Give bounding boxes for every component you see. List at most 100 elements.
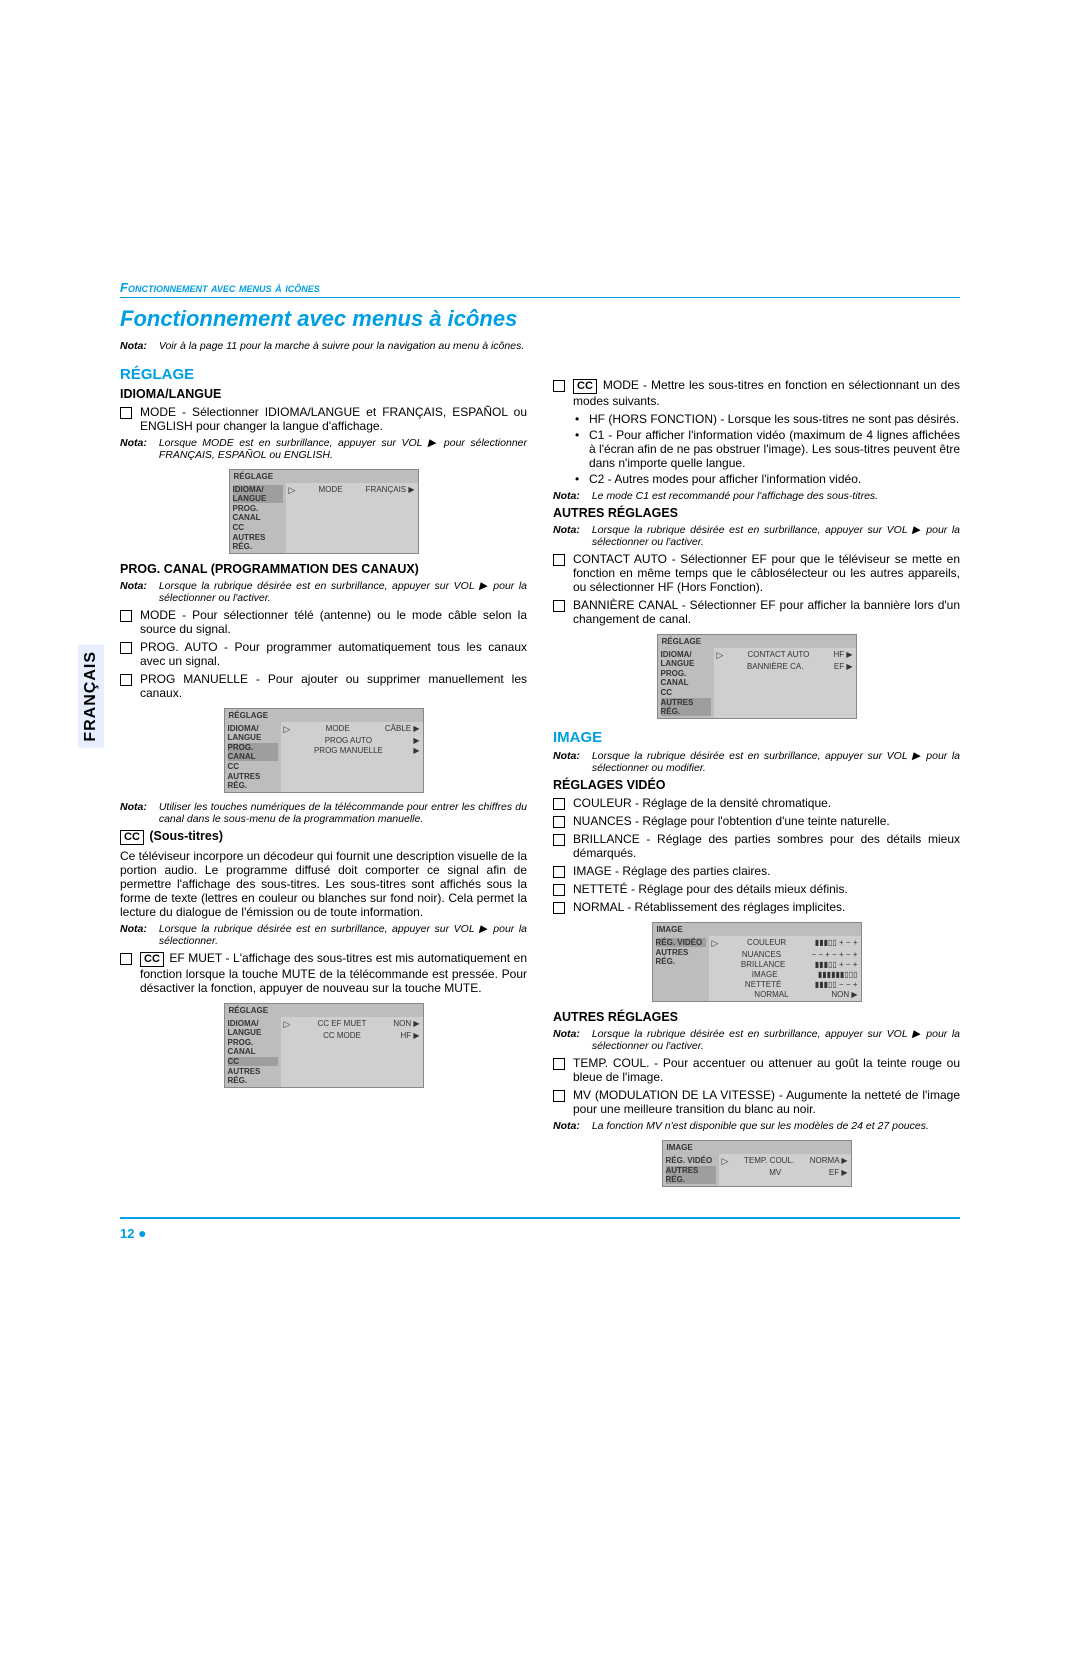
- osd-left-item: CC: [228, 1057, 278, 1066]
- osd-autres-reglages: RÉGLAGE IDIOMA/ LANGUE PROG. CANAL CC AU…: [657, 634, 857, 719]
- item-normal: NORMAL - Rétablissement des réglages imp…: [553, 900, 960, 914]
- osd-row-label: BRILLANCE: [741, 960, 785, 969]
- arrow-icon: ▷: [284, 724, 291, 735]
- item-text: NUANCES - Réglage pour l'obtention d'une…: [573, 814, 890, 828]
- osd-left-item: PROG. CANAL: [228, 1038, 278, 1056]
- osd-left-item: IDIOMA/ LANGUE: [228, 1019, 278, 1037]
- item-couleur: COULEUR - Réglage de la densité chromati…: [553, 796, 960, 810]
- osd-row-label: IMAGE: [752, 970, 778, 979]
- osd-row-label: NUANCES: [742, 950, 781, 959]
- subhead-reglages-video: RÉGLAGES VIDÉO: [553, 778, 960, 792]
- section-reglage: RÉGLAGE: [120, 366, 527, 383]
- checkbox-icon: [553, 554, 565, 566]
- osd-row-label: TEMP. COUL.: [744, 1156, 794, 1167]
- item-text: NETTETÉ - Réglage pour des détails mieux…: [573, 882, 848, 896]
- nota-text: Lorsque la rubrique désirée est en surbr…: [592, 524, 960, 548]
- checkbox-icon: [553, 1090, 565, 1102]
- cc-mode-bullets: • HF (HORS FONCTION) - Lorsque les sous-t…: [575, 412, 960, 486]
- nota-idioma: Nota: Lorsque MODE est en surbrillance, …: [120, 437, 527, 461]
- osd-left-item: IDIOMA/ LANGUE: [228, 724, 278, 742]
- item-contact-auto: CONTACT AUTO - Sélectionner EF pour que …: [553, 552, 960, 594]
- osd-left-item: AUTRES RÉG.: [228, 772, 278, 790]
- item-image: IMAGE - Réglage des parties claires.: [553, 864, 960, 878]
- osd-row-value: NON ▶: [831, 990, 857, 999]
- item-cc-ef-muet: CC EF MUET - L'affichage des sous-titres…: [120, 951, 527, 995]
- osd-row-label: CC MODE: [323, 1031, 361, 1040]
- cc-icon: CC: [140, 952, 164, 967]
- nota-prog: Nota: Lorsque la rubrique désirée est en…: [120, 580, 527, 604]
- nota-text: Voir à la page 11 pour la marche à suivr…: [159, 340, 960, 352]
- nota-text: Le mode C1 est recommandé pour l'afficha…: [592, 490, 960, 502]
- nota-text: Lorsque la rubrique désirée est en surbr…: [159, 923, 527, 947]
- osd-left-item: AUTRES RÉG.: [666, 1166, 716, 1184]
- osd-title: RÉGLAGE: [225, 1004, 423, 1017]
- nota-label: Nota:: [553, 1028, 580, 1052]
- osd-left-item: AUTRES RÉG.: [228, 1067, 278, 1085]
- bullet-text: HF (HORS FONCTION) - Lorsque les sous-ti…: [589, 412, 959, 426]
- osd-left-item: IDIOMA/ LANGUE: [661, 650, 711, 668]
- subhead-autres-1: AUTRES RÉGLAGES: [553, 506, 960, 520]
- osd-row-label: PROG MANUELLE: [314, 746, 383, 755]
- nota-label: Nota:: [120, 923, 147, 947]
- osd-left-item: CC: [661, 688, 711, 697]
- subhead-cc-text: (Sous-titres): [146, 829, 223, 843]
- bullet-icon: •: [575, 412, 581, 426]
- bullet-icon: ●: [138, 1225, 146, 1241]
- nota-label: Nota:: [553, 490, 580, 502]
- item-text: CC EF MUET - L'affichage des sous-titres…: [140, 951, 527, 995]
- nota-text: Lorsque la rubrique désirée est en surbr…: [592, 750, 960, 774]
- subhead-autres-2: AUTRES RÉGLAGES: [553, 1010, 960, 1024]
- nota-label: Nota:: [120, 340, 147, 352]
- nota-label: Nota:: [120, 801, 147, 825]
- cc-icon: CC: [573, 379, 597, 394]
- checkbox-icon: [553, 380, 565, 392]
- osd-row-value: NORMA ▶: [810, 1156, 848, 1167]
- osd-image-video: IMAGE RÉG. VIDÉO AUTRES RÉG. ▷COULEUR▮▮▮…: [652, 922, 862, 1002]
- osd-title: RÉGLAGE: [230, 470, 418, 483]
- osd-row-value: ▮▮▮▯▯ − − +: [815, 980, 858, 989]
- nota-label: Nota:: [553, 1120, 580, 1132]
- item-text: NORMAL - Rétablissement des réglages imp…: [573, 900, 845, 914]
- osd-left-item: CC: [233, 523, 283, 532]
- osd-left-item: PROG. CANAL: [661, 669, 711, 687]
- language-side-tab: FRANÇAIS: [78, 645, 104, 748]
- osd-prog-canal: RÉGLAGE IDIOMA/ LANGUE PROG. CANAL CC AU…: [224, 708, 424, 793]
- osd-row-value: ▶: [413, 746, 419, 755]
- item-text: PROG. AUTO - Pour programmer automatique…: [140, 640, 527, 668]
- osd-title: RÉGLAGE: [658, 635, 856, 648]
- osd-left-item: PROG. CANAL: [233, 504, 283, 522]
- arrow-icon: ▷: [284, 1019, 291, 1030]
- osd-left-item: PROG. CANAL: [228, 743, 278, 761]
- checkbox-icon: [553, 1058, 565, 1070]
- item-text: TEMP. COUL. - Pour accentuer ou attenuer…: [573, 1056, 960, 1084]
- osd-row-value: ▶: [413, 736, 419, 745]
- item-text: COULEUR - Réglage de la densité chromati…: [573, 796, 831, 810]
- osd-left-item: IDIOMA/ LANGUE: [233, 485, 283, 503]
- nota-label: Nota:: [553, 750, 580, 774]
- nota-label: Nota:: [120, 437, 147, 461]
- osd-row-value: − − + − + − +: [811, 950, 857, 959]
- nota-image: Nota: Lorsque la rubrique désirée est en…: [553, 750, 960, 774]
- bullet-text: C1 - Pour afficher l'information vidéo (…: [589, 428, 960, 470]
- osd-row-value: EF ▶: [834, 662, 853, 671]
- footer-rule: 12 ●: [120, 1217, 960, 1241]
- arrow-icon: ▷: [717, 650, 724, 661]
- osd-row-label: NORMAL: [754, 990, 788, 999]
- checkbox-icon: [553, 866, 565, 878]
- osd-row-value: NON ▶: [393, 1019, 419, 1030]
- breadcrumb: Fonctionnement avec menus à icônes: [120, 280, 960, 298]
- checkbox-icon: [120, 674, 132, 686]
- top-nota: Nota: Voir à la page 11 pour la marche à…: [120, 340, 960, 352]
- nota-mv: Nota: La fonction MV n'est disponible qu…: [553, 1120, 960, 1132]
- checkbox-icon: [553, 884, 565, 896]
- osd-row-value: CÂBLE ▶: [385, 724, 420, 735]
- checkbox-icon: [553, 798, 565, 810]
- arrow-icon: ▷: [289, 485, 296, 496]
- item-banniere: BANNIÈRE CANAL - Sélectionner EF pour af…: [553, 598, 960, 626]
- osd-row-value: ▮▮▮▯▯ + − +: [815, 960, 858, 969]
- osd-row-label: BANNIÈRE CA.: [747, 662, 803, 671]
- osd-left-item: RÉG. VIDÉO: [666, 1156, 716, 1165]
- nota-text: Lorsque la rubrique désirée est en surbr…: [592, 1028, 960, 1052]
- checkbox-icon: [120, 953, 132, 965]
- item-mv: MV (MODULATION DE LA VITESSE) - Augument…: [553, 1088, 960, 1116]
